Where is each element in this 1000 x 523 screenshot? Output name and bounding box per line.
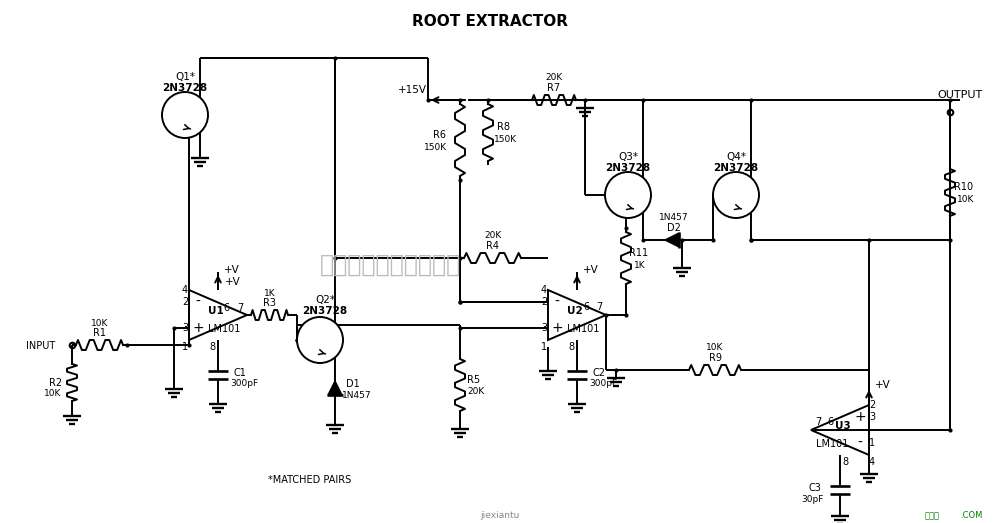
Text: LM101: LM101 [816,439,848,449]
Text: 楚天图: 楚天图 [925,511,940,520]
Text: 8: 8 [842,457,848,467]
Circle shape [162,92,208,138]
Text: D1: D1 [346,379,360,389]
Text: 20K: 20K [545,74,563,83]
Text: 1K: 1K [634,260,646,269]
Text: 4: 4 [869,457,875,467]
Text: U1: U1 [208,306,224,316]
Text: R4: R4 [486,241,499,251]
Text: Q2*: Q2* [315,295,335,305]
Text: D2: D2 [667,223,681,233]
Text: 8: 8 [568,342,574,352]
Text: 7: 7 [596,302,602,312]
Polygon shape [189,290,247,340]
Text: +V: +V [875,380,891,390]
Text: R2: R2 [49,378,63,388]
Text: *MATCHED PAIRS: *MATCHED PAIRS [268,475,352,485]
Text: +: + [192,321,204,335]
Text: 6: 6 [583,302,589,312]
Text: 6: 6 [223,303,229,313]
Text: 300pF: 300pF [230,380,258,389]
Text: 2: 2 [182,297,188,307]
Text: U3: U3 [835,421,851,431]
Text: +V: +V [225,277,241,287]
Text: 4: 4 [182,285,188,295]
Text: 30pF: 30pF [801,495,823,504]
Text: R7: R7 [547,83,561,93]
Text: ROOT EXTRACTOR: ROOT EXTRACTOR [412,15,568,29]
Text: 10K: 10K [706,344,724,353]
Text: 300pF: 300pF [589,380,617,389]
Polygon shape [328,381,342,395]
Text: R1: R1 [93,328,106,338]
Text: 20K: 20K [467,388,485,396]
Text: +15V: +15V [398,85,426,95]
Text: +: + [854,410,866,424]
Text: 1: 1 [182,342,188,352]
Text: Q4*: Q4* [726,152,746,162]
Circle shape [605,172,651,218]
Text: Q1*: Q1* [175,72,195,82]
Text: 1: 1 [869,438,875,448]
Text: R9: R9 [708,353,722,363]
Polygon shape [811,405,869,455]
Text: +V: +V [224,265,240,275]
Text: LM101: LM101 [208,324,240,334]
Text: 2N3728: 2N3728 [605,163,651,173]
Text: OUTPUT: OUTPUT [937,90,983,100]
Text: 3: 3 [541,323,547,333]
Text: jiexiantu: jiexiantu [480,511,520,520]
Text: 8: 8 [209,342,215,352]
Text: C1: C1 [234,368,246,378]
Polygon shape [548,290,606,340]
Text: C2: C2 [592,368,606,378]
Polygon shape [665,233,679,247]
Text: -: - [858,436,862,450]
Text: R10: R10 [954,183,974,192]
Text: +V: +V [583,265,599,275]
Circle shape [297,317,343,363]
Text: 1N457: 1N457 [659,213,689,222]
Text: .COM: .COM [960,511,982,520]
Text: R8: R8 [498,122,511,132]
Text: 150K: 150K [424,142,448,152]
Text: 20K: 20K [484,232,501,241]
Text: R5: R5 [467,375,481,385]
Text: INPUT: INPUT [26,341,55,351]
Text: 2N3728: 2N3728 [713,163,759,173]
Circle shape [713,172,759,218]
Text: 2N3728: 2N3728 [162,83,208,93]
Text: 杭州将睿科技有限公司: 杭州将睿科技有限公司 [319,253,461,277]
Text: R11: R11 [629,248,649,258]
Text: 1K: 1K [264,289,275,298]
Text: 4: 4 [541,285,547,295]
Text: 2: 2 [541,297,547,307]
Text: LM101: LM101 [567,324,599,334]
Text: 150K: 150K [494,135,518,144]
Text: 1N457: 1N457 [342,391,372,400]
Text: 3: 3 [869,412,875,422]
Text: 10K: 10K [91,319,108,327]
Text: 7: 7 [237,303,243,313]
Text: Q3*: Q3* [618,152,638,162]
Text: 10K: 10K [957,195,975,204]
Text: +: + [551,321,563,335]
Text: R6: R6 [434,130,446,140]
Text: U2: U2 [567,306,583,316]
Text: -: - [196,295,200,309]
Text: C3: C3 [809,483,821,493]
Text: 2N3728: 2N3728 [302,306,348,316]
Text: 1: 1 [541,342,547,352]
Text: 6: 6 [827,417,833,427]
Text: 3: 3 [182,323,188,333]
Text: 7: 7 [815,417,821,427]
Text: -: - [555,295,559,309]
Text: 2: 2 [869,400,875,410]
Text: R3: R3 [263,298,276,308]
Text: 10K: 10K [44,390,62,399]
